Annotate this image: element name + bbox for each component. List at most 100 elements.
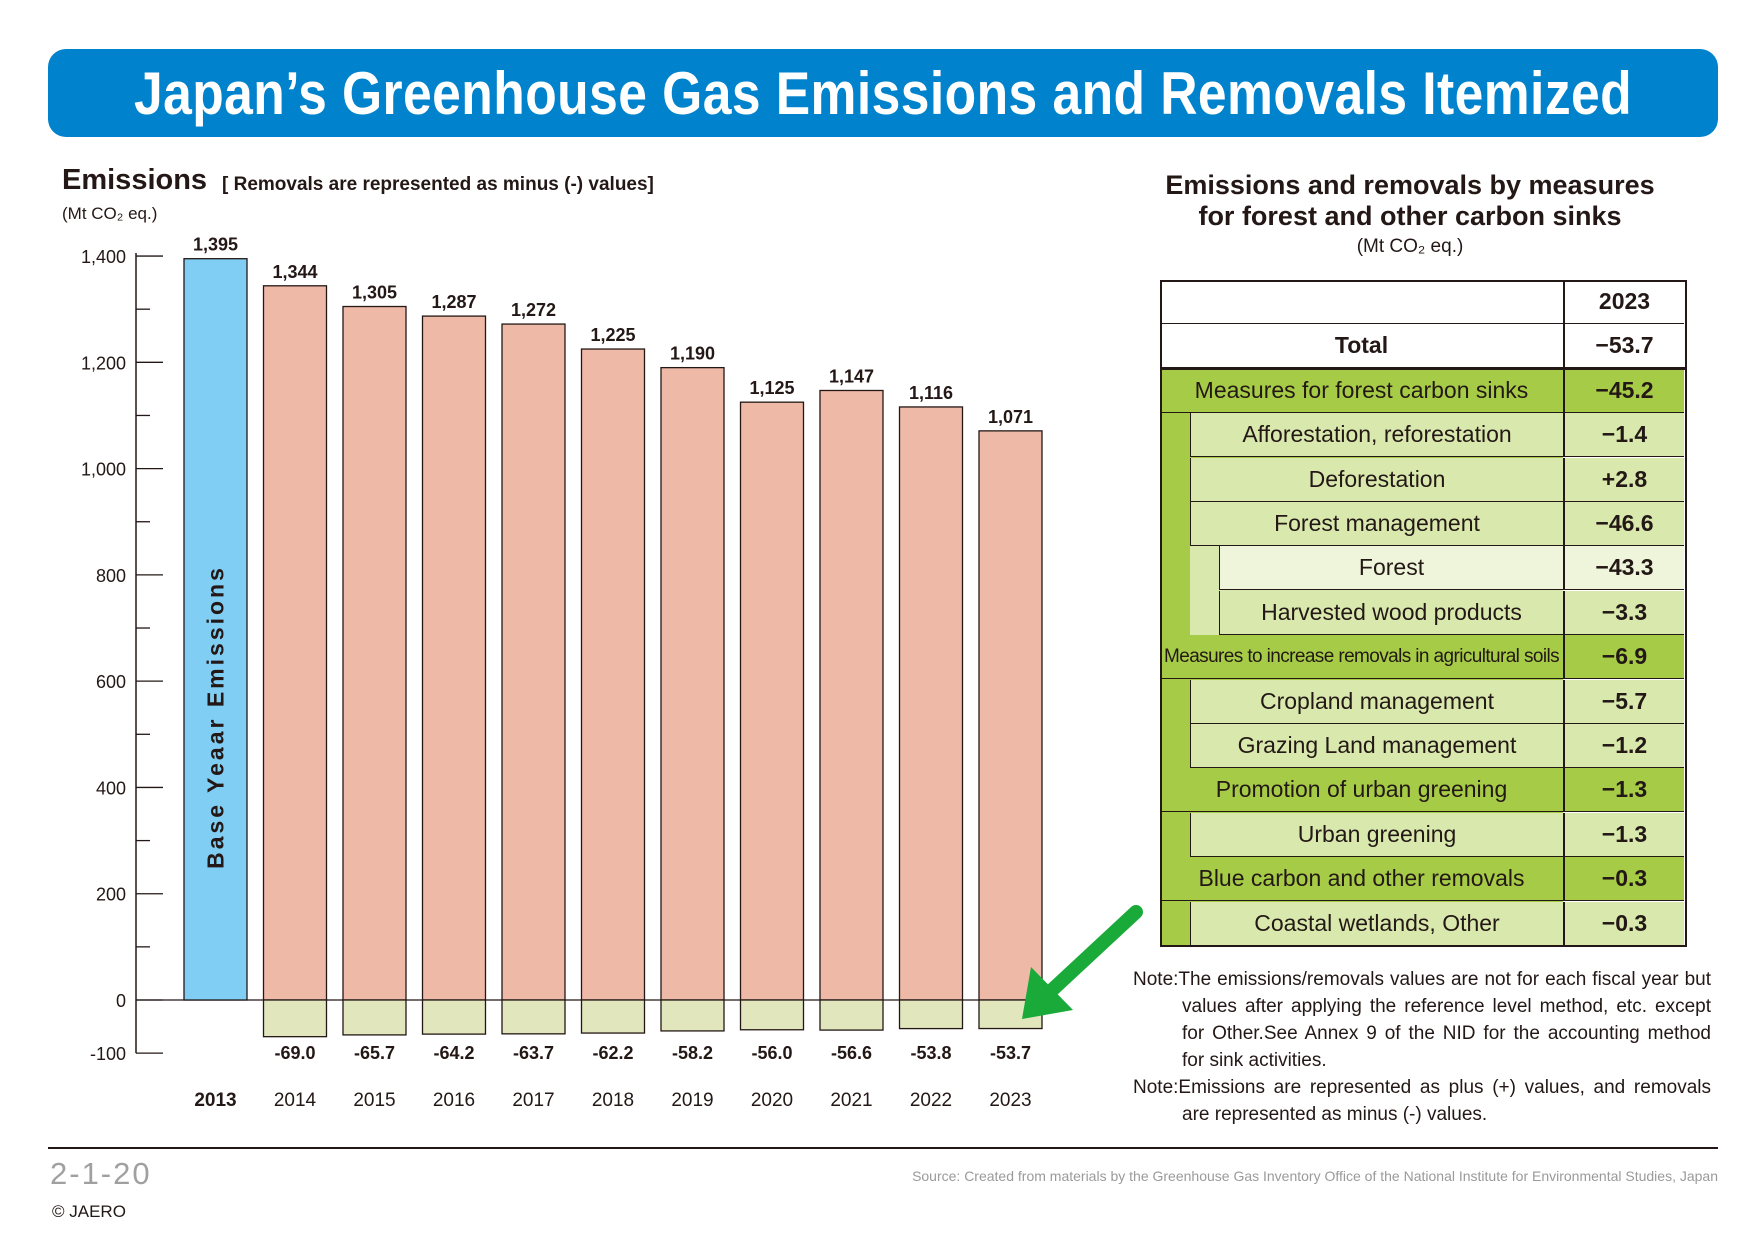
table-row: Measures to increase removals in agricul… <box>1160 635 1686 680</box>
x-tick-label: 2022 <box>910 1090 952 1111</box>
table-row-value: −53.7 <box>1563 324 1684 369</box>
removals-value-label: -53.7 <box>990 1043 1031 1063</box>
table-title-line2: for forest and other carbon sinks <box>1198 201 1622 231</box>
x-tick-label: 2015 <box>353 1090 395 1111</box>
table-row-value: −6.9 <box>1563 635 1684 680</box>
y-tick-label: 1,000 <box>81 460 126 480</box>
y-tick-label: 600 <box>96 672 126 692</box>
table-row-value: −1.3 <box>1563 812 1684 857</box>
removals-value-label: -58.2 <box>672 1043 713 1063</box>
emissions-bar <box>660 366 725 1001</box>
table-row-value: −1.4 <box>1563 413 1684 458</box>
emissions-value-label: 1,116 <box>909 383 953 403</box>
x-tick-label: 2023 <box>989 1090 1031 1111</box>
table-total-separator <box>1160 366 1687 370</box>
removals-value-label: -56.0 <box>751 1043 792 1063</box>
x-tick-label: 2016 <box>433 1090 475 1111</box>
emissions-value-label: 1,147 <box>829 366 874 386</box>
y-tick-label: -100 <box>90 1044 126 1064</box>
removals-bar <box>580 999 646 1034</box>
removals-bar <box>739 999 805 1031</box>
table-row: Coastal wetlands, Other −0.3 <box>1160 901 1686 946</box>
removals-bar <box>660 999 725 1032</box>
table-row: Cropland management −5.7 <box>1160 679 1686 724</box>
table-header-row: 2023 <box>1160 280 1686 324</box>
footer-divider <box>48 1147 1718 1149</box>
table-row-value: −0.3 <box>1563 857 1684 902</box>
table-row: Forest management −46.6 <box>1160 502 1686 546</box>
emissions-value-label: 1,071 <box>988 407 1033 427</box>
figure-number: 2-1-20 <box>50 1156 152 1191</box>
table-row-value: −46.6 <box>1563 502 1684 546</box>
table-unit: (Mt CO₂ eq.) <box>1356 236 1464 257</box>
table-row: Grazing Land management −1.2 <box>1160 724 1686 768</box>
notes: Note:The emissions/removals values are n… <box>1133 966 1711 1128</box>
removals-bar <box>421 999 487 1035</box>
table-row-label: Blue carbon and other removals <box>1160 857 1563 902</box>
table-row-value: −5.7 <box>1563 679 1684 724</box>
table-row-label: Measures to increase removals in agricul… <box>1160 635 1563 680</box>
removals-value-label: -64.2 <box>433 1043 474 1063</box>
header-blank-cell <box>1160 280 1563 324</box>
table-row-label: Afforestation, reforestation <box>1190 413 1563 458</box>
table-row-value: +2.8 <box>1563 457 1684 502</box>
table-row: Afforestation, reforestation −1.4 <box>1160 413 1686 458</box>
removals-bar <box>501 999 566 1035</box>
table-row-label: Urban greening <box>1190 812 1563 857</box>
emissions-bar <box>501 323 566 1001</box>
y-tick-label: 1,400 <box>81 247 126 267</box>
y-tick-label: 200 <box>96 885 126 905</box>
table-row-label: Total <box>1160 324 1563 369</box>
emissions-value-label: 1,272 <box>511 300 556 320</box>
x-tick-label: 2014 <box>274 1090 317 1111</box>
emissions-unit: (Mt CO₂ eq.) <box>62 204 158 223</box>
y-tick-label: 1,200 <box>81 353 126 373</box>
table-row-value: −43.3 <box>1563 546 1684 591</box>
table-row-label: Forest <box>1219 546 1563 591</box>
emissions-bar <box>819 389 884 1001</box>
table-row: Deforestation +2.8 <box>1160 457 1686 502</box>
removals-value-label: -62.2 <box>592 1043 633 1063</box>
table-row-value: −45.2 <box>1563 368 1684 413</box>
table-row-value: −0.3 <box>1563 901 1684 946</box>
emissions-bar <box>739 401 805 1001</box>
removals-bar <box>342 999 407 1036</box>
x-tick-label: 2021 <box>830 1090 872 1111</box>
emissions-bar <box>262 285 328 1001</box>
table-row-label: Coastal wetlands, Other <box>1190 901 1563 946</box>
table-row: Blue carbon and other removals −0.3 <box>1160 857 1686 902</box>
emissions-bar <box>342 305 407 1001</box>
y-tick-label: 0 <box>116 991 126 1011</box>
table-row-value: −3.3 <box>1563 590 1684 635</box>
emissions-value-label: 1,287 <box>431 292 476 312</box>
note-2: Note:Emissions are represented as plus (… <box>1133 1077 1711 1125</box>
emissions-value-label: 1,395 <box>193 235 238 255</box>
removals-value-label: -56.6 <box>831 1043 872 1063</box>
emissions-bar <box>978 430 1043 1001</box>
table-row-label: Grazing Land management <box>1190 724 1563 768</box>
page-title: Japan’s Greenhouse Gas Emissions and Rem… <box>133 59 1633 127</box>
table-row: Harvested wood products −3.3 <box>1160 590 1686 635</box>
source-text: Source: Created from materials by the Gr… <box>912 1168 1718 1184</box>
emissions-value-label: 1,225 <box>590 325 635 345</box>
table-row-value: −1.2 <box>1563 724 1684 768</box>
arrow-icon <box>1022 967 1073 1019</box>
note-1: Note:The emissions/removals values are n… <box>1133 969 1711 1071</box>
header-year-cell: 2023 <box>1563 280 1684 324</box>
base-year-label: Base Yeaar Emissions <box>203 565 229 869</box>
removals-bar <box>898 999 964 1030</box>
x-tick-label: 2018 <box>592 1090 634 1111</box>
title-banner: Japan’s Greenhouse Gas Emissions and Rem… <box>48 49 1718 137</box>
x-tick-label: 2013 <box>194 1090 236 1111</box>
emissions-value-label: 1,305 <box>352 283 397 303</box>
table-row-label: Deforestation <box>1190 457 1563 502</box>
y-tick-label: 400 <box>96 778 126 798</box>
removals-value-label: -53.8 <box>910 1043 951 1063</box>
removals-value-label: -65.7 <box>354 1043 395 1063</box>
table-row-label: Harvested wood products <box>1219 590 1563 635</box>
x-tick-label: 2017 <box>512 1090 554 1111</box>
table-row-label: Measures for forest carbon sinks <box>1160 368 1563 413</box>
x-tick-label: 2019 <box>671 1090 713 1111</box>
emissions-value-label: 1,125 <box>749 378 794 398</box>
table-row-value: −1.3 <box>1563 768 1684 813</box>
